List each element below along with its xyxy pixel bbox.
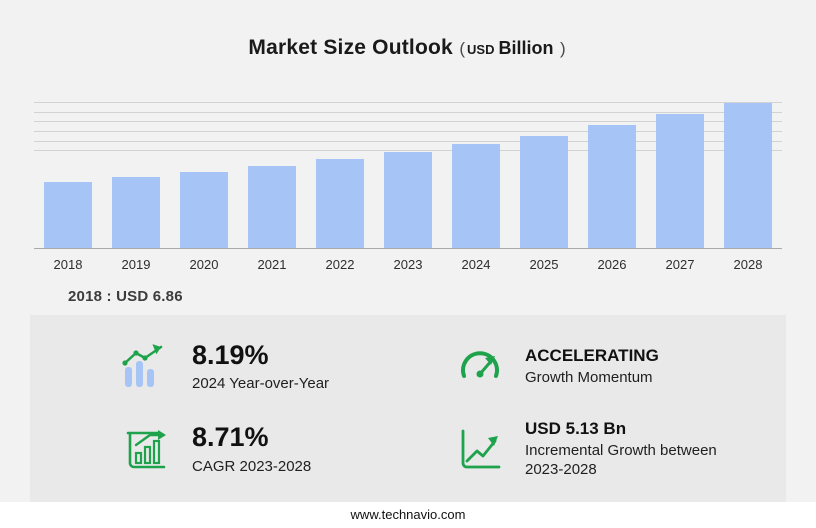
incremental-growth-icon bbox=[451, 427, 509, 471]
title-currency: USD bbox=[467, 42, 495, 57]
x-label-2026: 2026 bbox=[597, 257, 627, 272]
stat-cagr-value: 8.71% bbox=[192, 422, 269, 452]
x-label-2021: 2021 bbox=[257, 257, 287, 272]
x-label-2027: 2027 bbox=[665, 257, 695, 272]
base-year-annotation: 2018 : USD 6.86 bbox=[68, 288, 183, 305]
title-main: Market Size Outlook bbox=[248, 36, 453, 59]
bar-2022 bbox=[315, 159, 365, 248]
x-label-2025: 2025 bbox=[529, 257, 559, 272]
yoy-bar-chart-icon bbox=[118, 343, 176, 389]
bar-2028 bbox=[723, 103, 773, 248]
bar-2019 bbox=[111, 177, 161, 248]
x-label-2023: 2023 bbox=[393, 257, 423, 272]
x-label-2022: 2022 bbox=[325, 257, 355, 272]
bar-slot-2021 bbox=[238, 98, 306, 248]
bar-slot-2022 bbox=[306, 98, 374, 248]
chart-plot-area bbox=[34, 98, 782, 249]
stat-momentum-caption: Growth Momentum bbox=[525, 369, 653, 386]
bar-slot-2028 bbox=[714, 98, 782, 248]
stat-yoy: 8.19% 2024 Year-over-Year bbox=[90, 325, 423, 408]
x-label-2024: 2024 bbox=[461, 257, 491, 272]
x-label-2018: 2018 bbox=[53, 257, 83, 272]
gridline bbox=[34, 130, 782, 132]
chart-x-axis-labels: 2018 2019 2020 2021 2022 2023 2024 2025 2026 2027… bbox=[34, 257, 782, 272]
bar-slot-2027 bbox=[646, 98, 714, 248]
title-paren-close: ) bbox=[559, 39, 566, 58]
stat-momentum-text: ACCELERATING Growth Momentum bbox=[525, 345, 659, 388]
stat-incremental-text: USD 5.13 Bn Incremental Growth between 2… bbox=[525, 418, 745, 480]
bar-2026 bbox=[587, 125, 637, 248]
bar-2018 bbox=[43, 182, 93, 248]
stats-panel: 8.19% 2024 Year-over-Year ACCELERATING G… bbox=[30, 315, 786, 502]
market-size-bar-chart: 2018 2019 2020 2021 2022 2023 2024 2025 2026 2027… bbox=[34, 98, 782, 272]
stat-cagr-text: 8.71% CAGR 2023-2028 bbox=[192, 421, 311, 477]
title-unit: Billion bbox=[498, 38, 554, 58]
stat-yoy-caption: 2024 Year-over-Year bbox=[192, 375, 330, 393]
gridline bbox=[34, 121, 782, 123]
stat-cagr-caption: CAGR 2023-2028 bbox=[192, 457, 312, 475]
stat-yoy-text: 8.19% 2024 Year-over-Year bbox=[192, 339, 329, 395]
gridline bbox=[34, 101, 782, 103]
footer-url: www.technavio.com bbox=[0, 502, 816, 528]
bar-slot-2024 bbox=[442, 98, 510, 248]
bar-slot-2023 bbox=[374, 98, 442, 248]
bar-2024 bbox=[451, 144, 501, 248]
bar-slot-2019 bbox=[102, 98, 170, 248]
stat-momentum: ACCELERATING Growth Momentum bbox=[423, 325, 756, 408]
page-title: Market Size Outlook (USD Billion ) bbox=[0, 36, 816, 60]
bar-2025 bbox=[519, 136, 569, 248]
x-label-2019: 2019 bbox=[121, 257, 151, 272]
bar-2021 bbox=[247, 166, 297, 248]
stat-incremental-caption: Incremental Growth between 2023-2028 bbox=[525, 442, 717, 478]
x-label-2028: 2028 bbox=[733, 257, 763, 272]
cagr-growth-chart-icon bbox=[118, 427, 176, 471]
bar-2027 bbox=[655, 114, 705, 248]
stat-momentum-value: ACCELERATING bbox=[525, 345, 659, 365]
stat-yoy-value: 8.19% bbox=[192, 339, 269, 370]
stat-incremental: USD 5.13 Bn Incremental Growth between 2… bbox=[423, 408, 756, 491]
bar-slot-2026 bbox=[578, 98, 646, 248]
bar-2023 bbox=[383, 152, 433, 248]
gridline bbox=[34, 111, 782, 113]
gridline bbox=[34, 150, 782, 152]
speedometer-icon bbox=[451, 346, 509, 386]
title-paren-open: ( bbox=[459, 39, 466, 58]
bar-slot-2018 bbox=[34, 98, 102, 248]
stat-cagr: 8.71% CAGR 2023-2028 bbox=[90, 408, 423, 491]
gridline bbox=[34, 140, 782, 142]
bar-slot-2020 bbox=[170, 98, 238, 248]
chart-bars bbox=[34, 98, 782, 248]
bar-slot-2025 bbox=[510, 98, 578, 248]
stat-incremental-value: USD 5.13 Bn bbox=[525, 418, 627, 438]
bar-2020 bbox=[179, 172, 229, 248]
x-label-2020: 2020 bbox=[189, 257, 219, 272]
